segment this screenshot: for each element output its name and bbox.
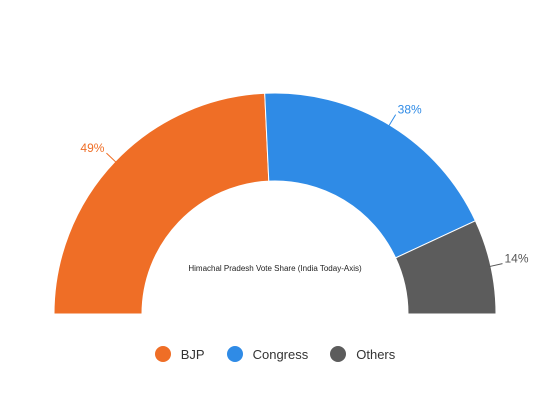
chart-legend: BJP Congress Others xyxy=(0,346,550,362)
chart-slices xyxy=(53,92,497,315)
legend-label-congress: Congress xyxy=(252,346,309,362)
legend-item-bjp[interactable]: BJP xyxy=(154,346,205,362)
slice-label-others: 14% xyxy=(504,252,528,266)
legend-swatch-bjp xyxy=(154,346,171,362)
slice-bjp[interactable] xyxy=(53,92,270,315)
legend-label-others: Others xyxy=(356,346,396,362)
leader-line-others xyxy=(488,263,503,268)
leader-line-congress xyxy=(387,114,397,127)
legend-swatch-others xyxy=(330,346,347,362)
legend-swatch-congress xyxy=(226,346,243,362)
slice-congress[interactable] xyxy=(264,92,477,259)
leader-line-bjp xyxy=(106,152,117,164)
chart-title: Himachal Pradesh Vote Share (India Today… xyxy=(188,264,362,273)
legend-label-bjp: BJP xyxy=(180,346,205,362)
chart-slice-labels: 49% 38% 14% xyxy=(80,103,529,268)
slice-others[interactable] xyxy=(394,220,497,315)
slice-label-bjp: 49% xyxy=(80,141,104,155)
legend-item-congress[interactable]: Congress xyxy=(226,346,309,362)
legend-item-others[interactable]: Others xyxy=(330,346,395,362)
slice-label-congress: 38% xyxy=(398,103,422,117)
